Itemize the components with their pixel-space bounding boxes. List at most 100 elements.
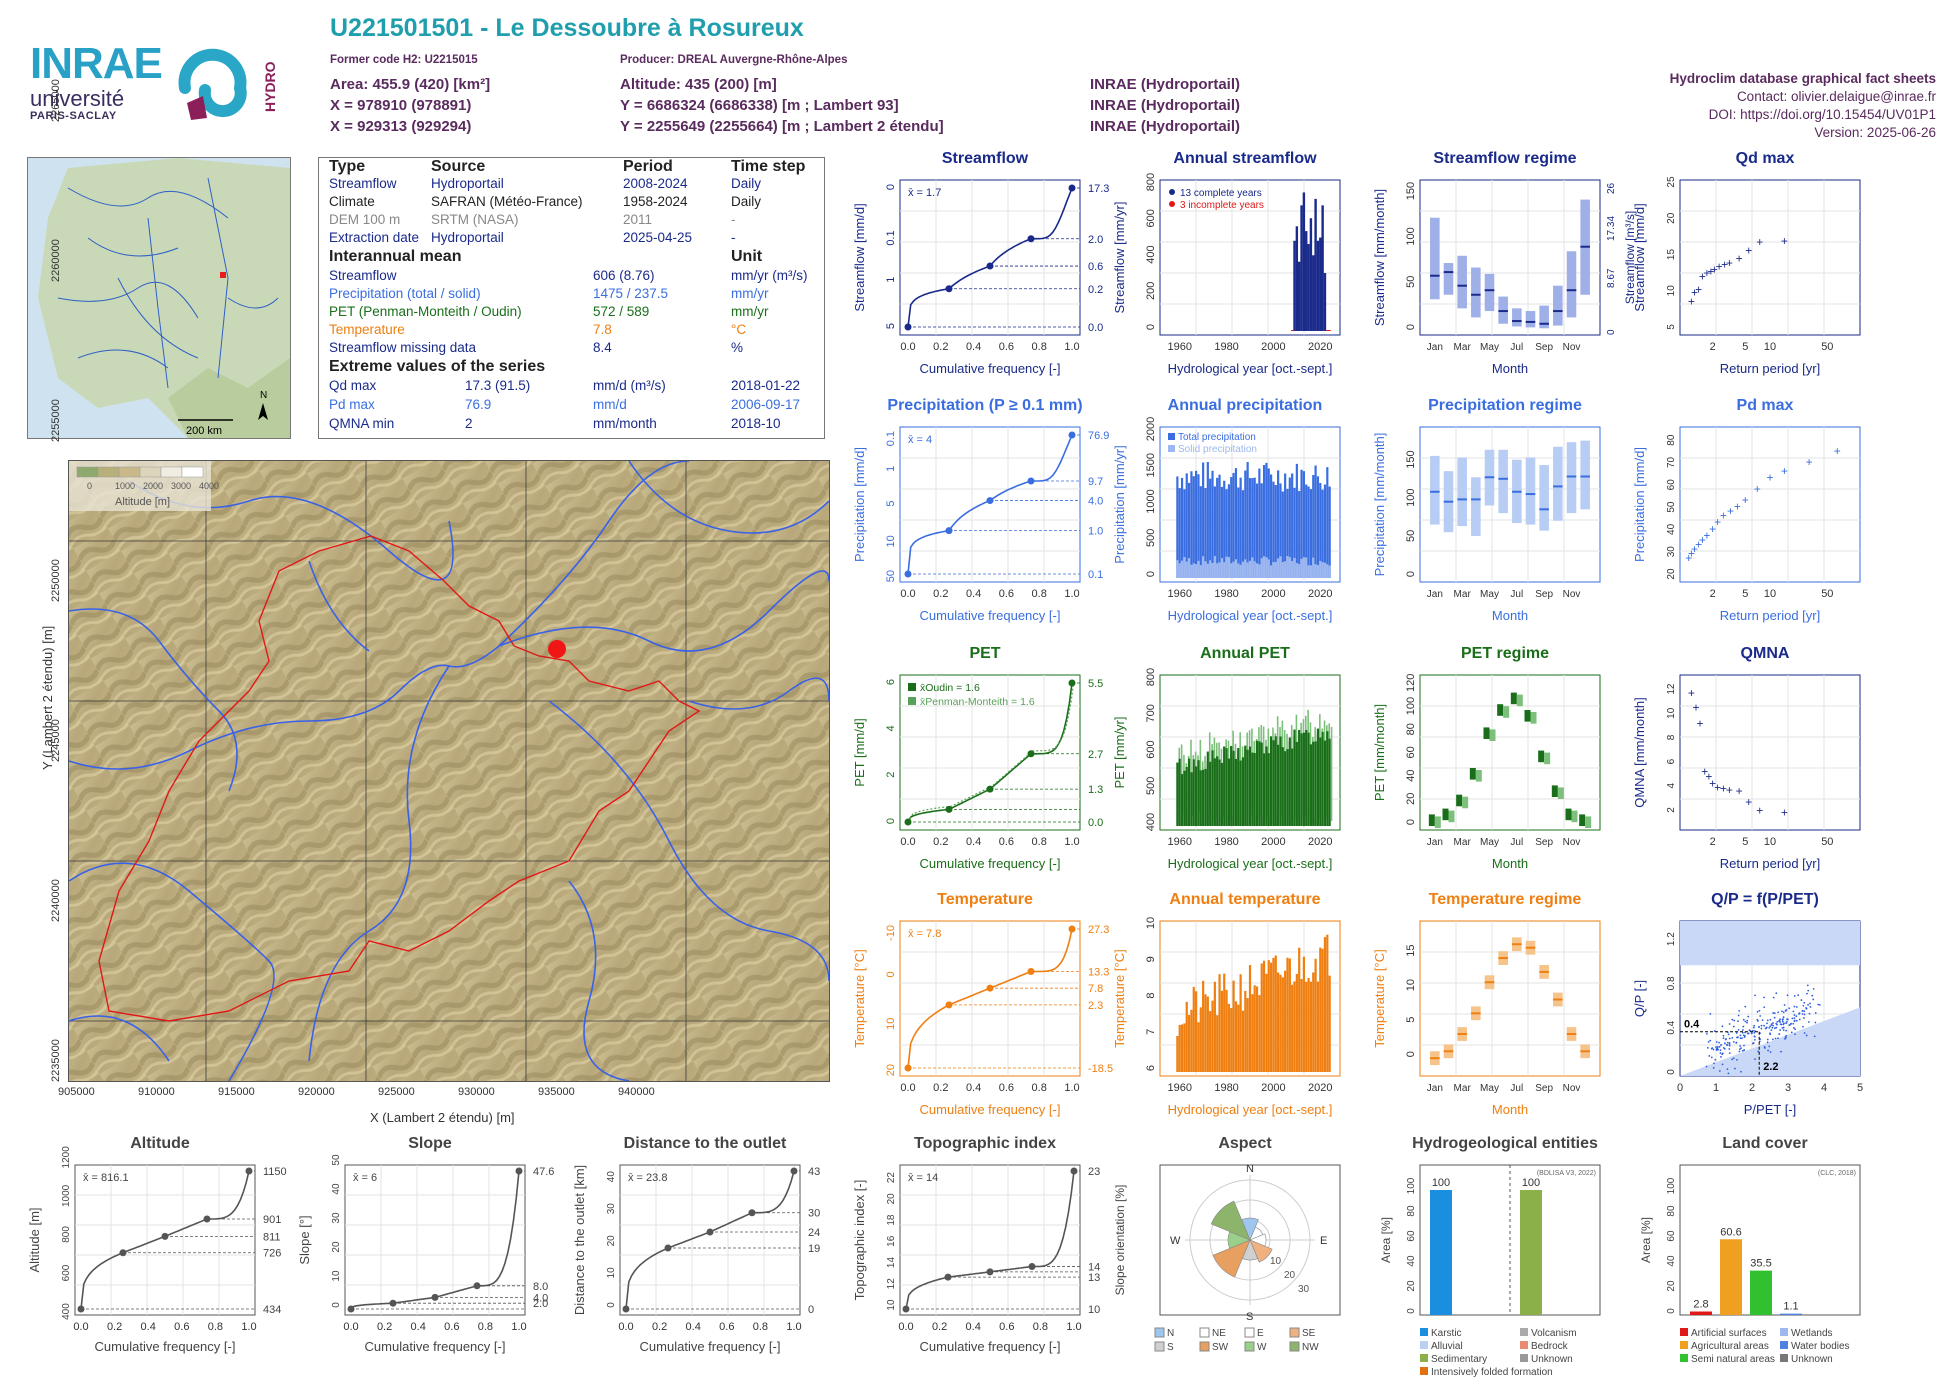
annual-bar (1326, 330, 1329, 331)
right-tick-label: 8.67 (1606, 268, 1617, 288)
annual-bar (1291, 473, 1294, 578)
annual-bar (1309, 744, 1313, 826)
legend-label: NE (1212, 1328, 1226, 1339)
right-tick-label: 4.0 (533, 1292, 548, 1304)
annual-bar (1176, 762, 1179, 826)
y-tick-label: 500 (1145, 777, 1157, 795)
month-label: Jul (1510, 1083, 1523, 1094)
info-row-cell: SRTM (NASA) (431, 212, 519, 227)
chart-title: Topographic index (914, 1135, 1056, 1152)
return-period-point: + (1705, 769, 1712, 783)
annual-bar (1288, 958, 1291, 1072)
return-period-point: + (1726, 256, 1733, 270)
annual-bar (1265, 746, 1268, 826)
annual-bar (1230, 745, 1233, 826)
y-tick-label: 150 (1405, 182, 1417, 200)
y-tick-label: 400 (1145, 245, 1157, 263)
regime-box (1553, 285, 1563, 326)
map-x-tick: 940000 (618, 1086, 655, 1098)
category-bar (1520, 1190, 1542, 1315)
right-tick-label: 2.0 (533, 1298, 548, 1310)
altitude-legend-title: Altitude [m] (115, 496, 170, 508)
scatter-point (1754, 1058, 1756, 1061)
right-tick-label: 434 (263, 1304, 281, 1316)
contact-email[interactable]: Contact: olivier.delaigue@inrae.fr (1736, 89, 1936, 104)
annual-bar (1248, 478, 1252, 578)
legend-swatch (1199, 1327, 1210, 1338)
left-tick-label: 10 (606, 1267, 617, 1279)
left-tick-label: 10 (885, 535, 897, 547)
regime-box (1430, 455, 1440, 525)
return-period-point: + (1714, 515, 1721, 529)
annual-bar (1260, 963, 1263, 1072)
scatter-point (1795, 1015, 1798, 1018)
scatter-point (1731, 1058, 1733, 1061)
legend-swatch (1420, 1367, 1428, 1375)
scatter-point (1798, 1012, 1801, 1015)
annual-bar-solid (1239, 564, 1242, 578)
annual-bar (1316, 476, 1320, 578)
regime-box (1566, 442, 1577, 514)
right-tick-label: 0 (808, 1304, 814, 1316)
annual-bar-solid (1255, 563, 1259, 578)
regime-box (1538, 750, 1545, 763)
right-tick-label: 26 (1606, 182, 1617, 194)
annual-bar (1258, 468, 1261, 578)
return-period-point: + (1834, 444, 1841, 458)
scatter-point (1709, 1013, 1712, 1015)
regime-box (1484, 273, 1495, 312)
x-tick-label: 1960 (1167, 588, 1191, 600)
annual-bar (1286, 957, 1289, 1072)
annual-bar (1286, 488, 1289, 578)
return-period-point: + (1781, 806, 1788, 820)
info-header: Type (329, 158, 366, 175)
annual-bar (1267, 960, 1270, 1072)
annual-bar (1272, 481, 1275, 578)
scatter-point (1709, 1039, 1712, 1042)
annual-bar (1223, 480, 1226, 578)
scatter-point (1782, 1011, 1785, 1014)
x-tick-label: 2 (1749, 1082, 1755, 1094)
x-tick-label: 0.4 (966, 341, 981, 353)
return-period-point: + (1699, 533, 1706, 547)
doi-link[interactable]: DOI: https://doi.org/10.15454/UV01P1 (1708, 107, 1936, 122)
y-tick-label: 50 (1405, 276, 1417, 288)
return-period-point: + (1727, 504, 1734, 518)
x-tick-label: 4 (1821, 1082, 1827, 1094)
scatter-point (1779, 1021, 1781, 1023)
map-x-tick: 930000 (458, 1086, 495, 1098)
annual-bar-solid (1321, 562, 1324, 578)
legend-label: NW (1302, 1342, 1319, 1353)
scatter-point (1758, 1026, 1760, 1029)
x-tick-label: 0.8 (478, 1321, 493, 1333)
y-tick-label: 80 (1405, 723, 1417, 735)
annual-bar (1244, 470, 1247, 578)
scatter-point (1763, 1024, 1765, 1027)
scatter-point (1772, 1012, 1775, 1014)
map-y-tick: 2265000 (50, 79, 62, 122)
scatter-point (1726, 1041, 1729, 1044)
scatter-point (1782, 1020, 1784, 1023)
chart-annual_streamflow: Annual streamflow Hydrological year [oct.… (1112, 150, 1341, 376)
regime-box-secondary (1571, 810, 1578, 823)
y-tick-label: 6 (1145, 1065, 1157, 1071)
scatter-point (1776, 1020, 1779, 1023)
annual-bar (1309, 489, 1313, 578)
x-tick-label: 1.0 (786, 1321, 801, 1333)
x-tick-label: 5 (1742, 588, 1748, 600)
scatter-point (1770, 1024, 1773, 1026)
scatter-point (1732, 1040, 1735, 1043)
regime-box (1580, 440, 1590, 510)
annual-bar (1293, 981, 1296, 1072)
y-axis-label: Precipitation [mm/d] (1632, 447, 1647, 562)
x-tick-label: 2020 (1308, 836, 1332, 848)
y-axis-label: Streamflow [mm/d] (1632, 203, 1647, 311)
scatter-point (1757, 1050, 1760, 1053)
scatter-point (1793, 1005, 1796, 1008)
legend-swatch (1244, 1341, 1255, 1352)
scatter-point (1719, 1049, 1722, 1052)
y-axis-label: Streamflow [mm/month] (1372, 189, 1387, 326)
scatter-point (1793, 1020, 1796, 1023)
scatter-point (1805, 1034, 1808, 1037)
annual-bar (1298, 729, 1301, 826)
